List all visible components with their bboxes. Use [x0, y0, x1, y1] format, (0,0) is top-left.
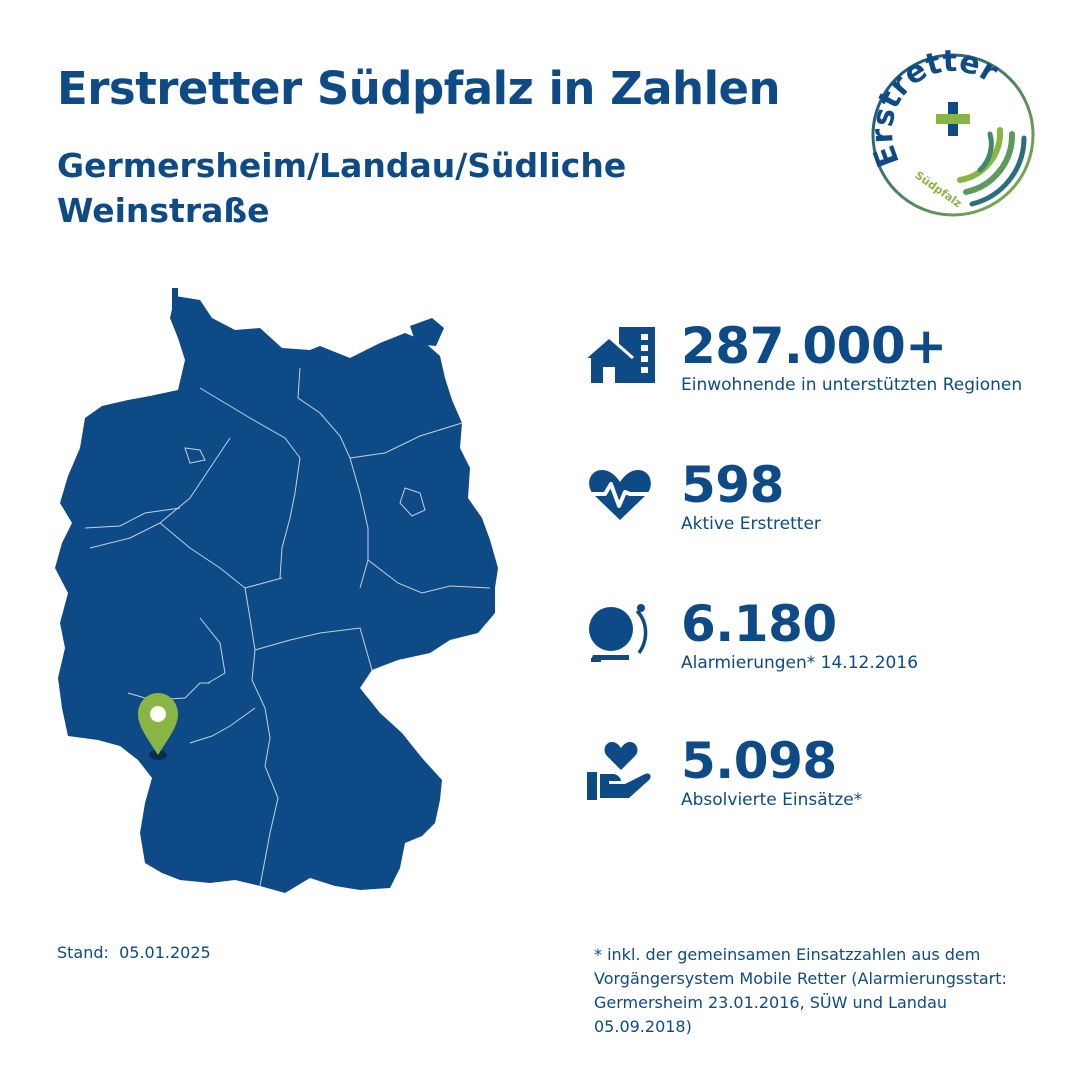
germany-silhouette: [55, 296, 498, 893]
stat-alarms: 6.180 Alarmierungen* 14.12.2016: [583, 595, 1063, 693]
map-island: [110, 398, 162, 412]
stat-label: Aktive Erstretter: [681, 514, 821, 534]
hand-heart-icon: [587, 742, 651, 800]
alarm-bell-icon: [589, 604, 648, 662]
stat-value: 6.180: [681, 595, 837, 653]
state-borders: [84, 367, 491, 887]
svg-text:Erstretter: Erstretter: [868, 50, 1004, 172]
stat-value: 287.000+: [681, 317, 947, 375]
page-subtitle: Germersheim/Landau/Südliche Weinstraße: [57, 146, 627, 230]
status-date: Stand: 05.01.2025: [57, 943, 211, 962]
heart-pulse-icon: [587, 470, 654, 520]
logo-wordmark: Erstretter: [868, 50, 1004, 172]
stat-active-responders: 598 Aktive Erstretter: [583, 456, 1063, 554]
stat-missions: 5.098 Absolvierte Einsätze*: [583, 732, 1063, 830]
stat-value: 598: [681, 456, 784, 514]
stat-value: 5.098: [681, 732, 837, 790]
germany-map: [55, 288, 498, 893]
erstretter-logo: Erstretter Südpfalz: [868, 50, 1035, 217]
page-title: Erstretter Südpfalz in Zahlen: [57, 62, 781, 115]
map-island: [172, 288, 178, 312]
map-island: [410, 318, 444, 346]
stat-label: Absolvierte Einsätze*: [681, 790, 863, 810]
location-pin-icon: [138, 693, 178, 755]
stat-label: Alarmierungen* 14.12.2016: [681, 653, 919, 673]
logo-subtext: Südpfalz: [912, 169, 964, 211]
footnote: * inkl. der gemeinsamen Einsatzzahlen au…: [594, 945, 1007, 1036]
residential-buildings-icon: [584, 327, 655, 383]
stat-residents: 287.000+ Einwohnende in unterstützten Re…: [583, 317, 1063, 415]
location-pin-dot: [150, 706, 166, 722]
stat-label: Einwohnende in unterstützten Regionen: [681, 375, 1023, 395]
